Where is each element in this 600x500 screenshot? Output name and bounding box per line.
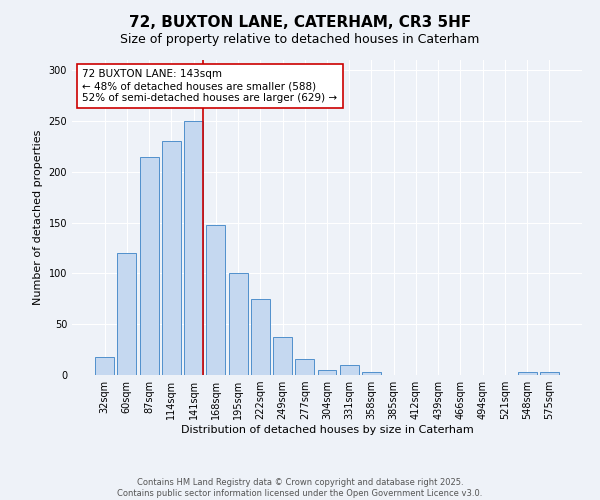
Y-axis label: Number of detached properties: Number of detached properties (33, 130, 43, 305)
Text: 72, BUXTON LANE, CATERHAM, CR3 5HF: 72, BUXTON LANE, CATERHAM, CR3 5HF (129, 15, 471, 30)
Bar (362, 372, 381, 375)
Bar (140, 156, 158, 375)
X-axis label: Distribution of detached houses by size in Caterham: Distribution of detached houses by size … (181, 425, 473, 435)
Bar (118, 253, 136, 375)
Bar (229, 274, 248, 375)
Bar (251, 299, 270, 375)
Text: Contains HM Land Registry data © Crown copyright and database right 2025.
Contai: Contains HM Land Registry data © Crown c… (118, 478, 482, 498)
Bar (317, 370, 337, 375)
Bar (273, 338, 292, 375)
Bar (95, 356, 114, 375)
Bar (295, 358, 314, 375)
Bar (540, 372, 559, 375)
Bar (162, 142, 181, 375)
Bar (184, 121, 203, 375)
Bar (340, 365, 359, 375)
Text: Size of property relative to detached houses in Caterham: Size of property relative to detached ho… (121, 32, 479, 46)
Text: 72 BUXTON LANE: 143sqm
← 48% of detached houses are smaller (588)
52% of semi-de: 72 BUXTON LANE: 143sqm ← 48% of detached… (82, 70, 337, 102)
Bar (518, 372, 536, 375)
Bar (206, 224, 225, 375)
